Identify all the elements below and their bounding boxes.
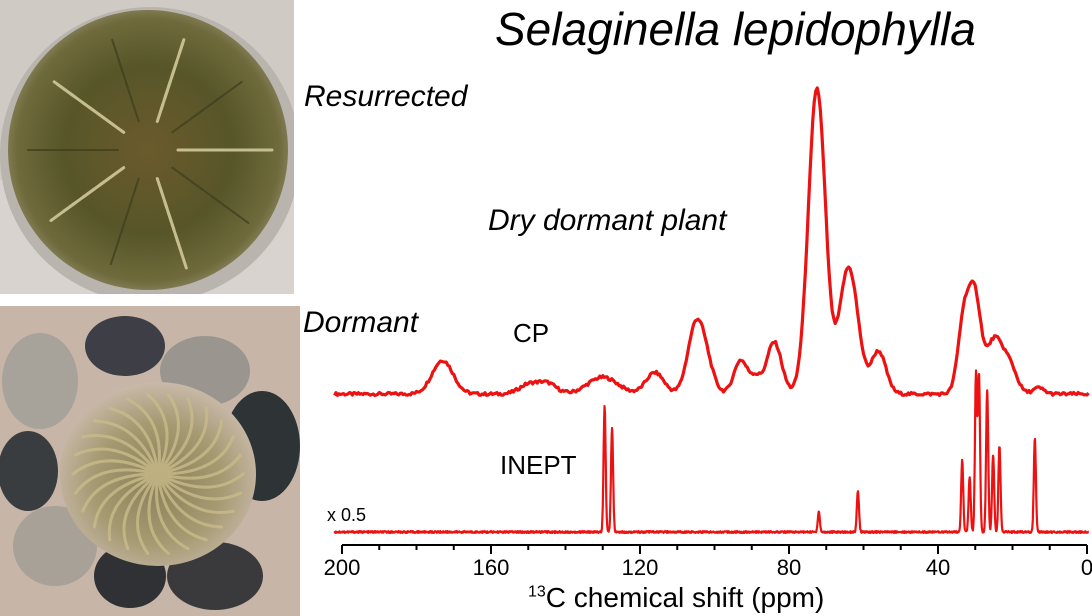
dormant-plant-photo	[0, 306, 300, 616]
cp-spectrum-line	[333, 86, 1090, 398]
dormant-label: Dormant	[303, 306, 419, 339]
x-axis-label: 13C chemical shift (ppm)	[528, 582, 824, 614]
x-tick-label: 40	[926, 555, 950, 580]
inept-scale-label: x 0.5	[327, 505, 367, 525]
x-axis-label-text: C chemical shift (ppm)	[545, 582, 825, 613]
inept-series-label: INEPT	[500, 450, 577, 480]
inept-spectrum-line	[333, 369, 1090, 534]
resurrected-label: Resurrected	[304, 80, 468, 113]
x-tick-label: 160	[473, 555, 510, 580]
x-tick-label: 0	[1081, 555, 1092, 580]
resurrected-plant-photo	[0, 0, 294, 294]
sample-label: Dry dormant plant	[488, 204, 727, 237]
chart-title: Selaginella lepidophylla	[495, 3, 976, 55]
cp-series-label: CP	[513, 318, 550, 348]
dormant-plant-image	[0, 306, 300, 616]
x-axis: 200 160 120 80 40 0	[324, 544, 1092, 580]
resurrected-plant-image	[0, 0, 294, 294]
x-tick-label: 80	[777, 555, 801, 580]
x-axis-label-isotope: 13	[528, 583, 546, 601]
x-tick-label: 200	[324, 555, 361, 580]
x-tick-label: 120	[622, 555, 659, 580]
spectra-series	[333, 86, 1090, 534]
